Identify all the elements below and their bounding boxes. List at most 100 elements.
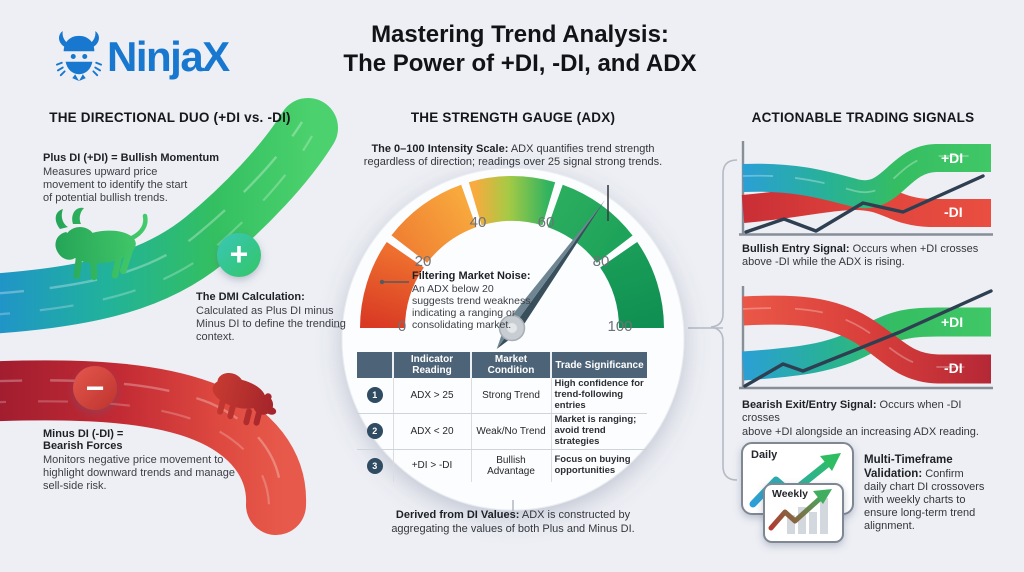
bullish-signal-caption-line2: above -DI while the ADX is rising. (742, 256, 905, 269)
center-column-heading: THE STRENGTH GAUGE (ADX) (410, 110, 616, 125)
gauge-tick-80: 80 (592, 253, 610, 270)
mt-line2: Validation: Confirm (864, 468, 1016, 482)
page-title-line2: The Power of +DI, -DI, and ADX (343, 50, 697, 78)
chart2-plus-di-label: +DI (941, 314, 964, 330)
trade-significance-cell: High confidence for trend-following entr… (550, 378, 647, 414)
table-row: 1 ADX > 25 Strong Trend High confidence … (357, 378, 647, 414)
adx-table: Indicator Reading Market Condition Trade… (357, 352, 647, 482)
bearish-signal-caption: Bearish Exit/Entry Signal: Occurs when -… (742, 399, 994, 439)
trade-significance-cell: Focus on buying opportunities (550, 449, 647, 482)
gauge-tick-20: 20 (414, 253, 432, 270)
multi-timeframe-note: Multi-Timeframe Validation: Confirm dail… (864, 454, 1016, 533)
noise-note: Filtering Market Noise: An ADX below 20 … (412, 270, 580, 331)
mt-line2-bold: Validation: (864, 467, 923, 480)
derived-note-rest: ADX is constructed by (519, 509, 631, 521)
adx-intro-bold: The 0–100 Intensity Scale: (371, 143, 509, 155)
right-column-heading: ACTIONABLE TRADING SIGNALS (751, 110, 975, 125)
table-header-empty (357, 352, 393, 378)
plus-di-block: Plus DI (+DI) = Bullish Momentum Measure… (43, 152, 233, 206)
bullish-crossover-chart (739, 141, 993, 236)
dmi-body: Calculated as Plus DI minus Minus DI to … (196, 305, 346, 344)
row-number-badge: 1 (366, 387, 383, 404)
adx-intro: The 0–100 Intensity Scale: ADX quantifie… (345, 143, 681, 169)
noise-body: An ADX below 20 suggests trend weakness,… (412, 283, 534, 331)
noise-title: Filtering Market Noise: (412, 270, 531, 282)
gauge-tick-100: 100 (607, 318, 633, 335)
chart1-plus-di-ribbon (742, 144, 991, 209)
row-number-cell: 1 (357, 378, 393, 414)
minus-badge (73, 366, 117, 410)
plus-di-title: Plus DI (+DI) = Bullish Momentum (43, 152, 220, 164)
bullish-ribbon (0, 98, 338, 334)
gauge-hub-center (507, 323, 517, 333)
bearish-signal-caption-bold: Bearish Exit/Entry Signal: (742, 399, 877, 411)
indicator-reading-cell: +DI > -DI (392, 449, 471, 482)
mt-line1: Multi-Timeframe (864, 454, 953, 466)
table-header-significance: Trade Significance (550, 352, 647, 378)
minus-sign: − (85, 370, 105, 406)
chart1-adx-line (744, 174, 985, 234)
row-number-cell: 3 (357, 449, 393, 482)
minus-di-block: Minus DI (-DI) = Bearish Forces Monitors… (43, 428, 253, 494)
noise-connector (379, 279, 409, 285)
gauge-tick-60: 60 (537, 214, 555, 231)
bullish-signal-caption-rest: Occurs when +DI crosses (849, 243, 979, 255)
plus-sign: + (229, 236, 249, 272)
weekly-card-label: Weekly (772, 488, 808, 500)
left-column-heading: THE DIRECTIONAL DUO (+DI vs. -DI) (49, 110, 291, 125)
market-condition-cell: Weak/No Trend (470, 413, 551, 450)
adx-intro-rest: ADX quantifies trend strength (508, 143, 655, 155)
derived-note: Derived from DI Values: ADX is construct… (352, 509, 674, 537)
adx-intro-line1: The 0–100 Intensity Scale: ADX quantifie… (345, 143, 681, 156)
derived-note-line2: aggregating the values of both Plus and … (391, 522, 635, 535)
table-header-indicator: Indicator Reading (392, 352, 471, 378)
gauge-tick-40: 40 (469, 214, 487, 231)
row-number-cell: 2 (357, 413, 393, 450)
adx-intro-line2: regardless of direction; readings over 2… (363, 155, 663, 168)
plus-di-body: Measures upward price movement to identi… (43, 166, 188, 205)
bearish-signal-caption-line2: above +DI alongside an increasing ADX re… (742, 425, 979, 438)
weekly-bars (787, 498, 828, 534)
chart1-minus-di-label: -DI (944, 204, 963, 220)
mt-line6: alignment. (864, 520, 915, 533)
minus-di-body: Monitors negative price movement to high… (43, 454, 236, 493)
gauge-needle (496, 200, 605, 350)
indicator-reading-cell: ADX < 20 (392, 413, 471, 450)
mt-line2-rest: Confirm (922, 467, 964, 480)
dmi-title: The DMI Calculation: (196, 291, 305, 303)
bearish-signal-caption-rest: Occurs when -DI crosses (742, 399, 962, 425)
plus-badge (217, 233, 261, 277)
mt-line4: with weekly charts to (864, 494, 966, 507)
mt-line5: ensure long-term trend (864, 507, 976, 520)
derived-note-line1: Derived from DI Values: ADX is construct… (352, 509, 674, 523)
brand-name: NinjaX (107, 33, 230, 80)
table-row: 3 +DI > -DI Bullish Advantage Focus on b… (357, 449, 647, 482)
chart2-adx-line (743, 289, 993, 388)
bearish-ribbon (0, 360, 307, 535)
chart2-minus-di-label: -DI (944, 360, 963, 376)
minus-di-title-line1: Minus DI (-DI) = (43, 428, 124, 440)
row-number-badge: 2 (366, 423, 383, 440)
derived-note-bold: Derived from DI Values: (395, 509, 520, 521)
dmi-block: The DMI Calculation: Calculated as Plus … (196, 291, 346, 345)
market-condition-cell: Strong Trend (470, 378, 551, 414)
table-header-condition: Market Condition (470, 352, 551, 378)
bearish-crossover-chart (739, 286, 993, 390)
bull-icon (55, 207, 148, 280)
minus-di-title-line2: Bearish Forces (43, 440, 123, 452)
logo: NinjaX (56, 30, 230, 84)
chart1-plus-di-label: +DI (941, 150, 964, 166)
trade-significance-cell: Market is ranging; avoid trend strategie… (550, 413, 647, 450)
daily-card-label: Daily (751, 449, 778, 461)
row-number-badge: 3 (366, 457, 383, 474)
table-header-row: Indicator Reading Market Condition Trade… (357, 352, 647, 378)
bullish-signal-caption: Bullish Entry Signal: Occurs when +DI cr… (742, 243, 994, 270)
page-title-line1: Mastering Trend Analysis: (371, 21, 669, 48)
weekly-card (763, 483, 844, 543)
mt-line3: daily chart DI crossovers (864, 481, 985, 494)
bullish-signal-caption-bold: Bullish Entry Signal: (742, 243, 850, 255)
page-title: Mastering Trend Analysis: The Power of +… (318, 20, 722, 79)
market-condition-cell: Bullish Advantage (470, 449, 551, 482)
weekly-arrow-icon (768, 492, 827, 531)
